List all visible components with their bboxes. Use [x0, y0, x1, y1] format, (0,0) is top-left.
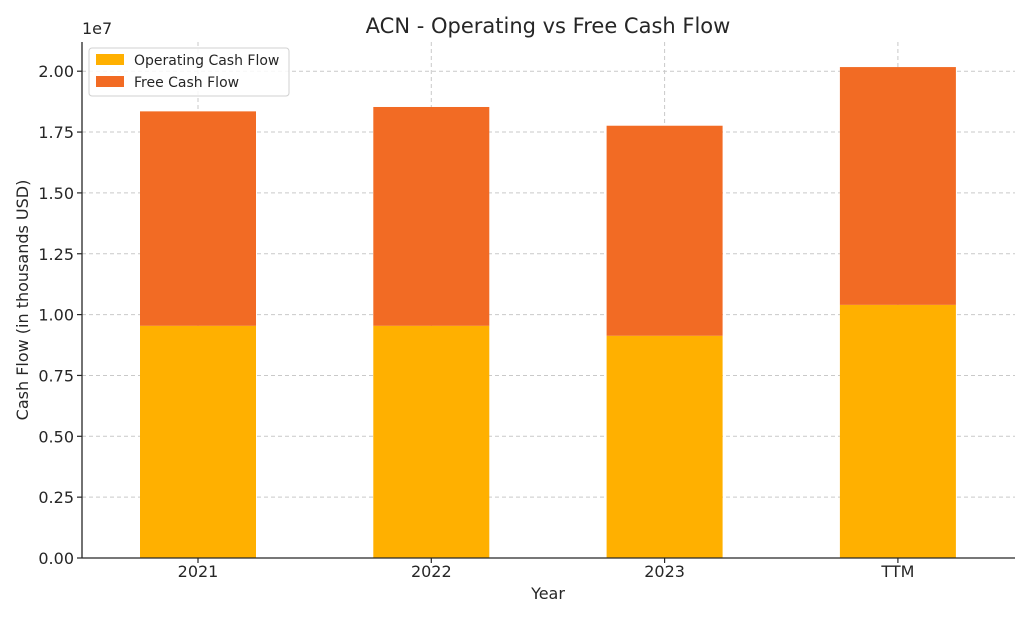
- free-cash-flow-bar: [140, 111, 256, 326]
- legend-label: Operating Cash Flow: [134, 53, 279, 69]
- operating-cash-flow-bar: [606, 335, 723, 558]
- chart-title: ACN - Operating vs Free Cash Flow: [366, 14, 731, 38]
- operating-cash-flow-bar: [373, 325, 490, 558]
- y-tick-label: 0.00: [38, 549, 74, 568]
- free-cash-flow-bar: [839, 67, 956, 305]
- y-axis-offset-label: 1e7: [82, 19, 112, 38]
- y-tick-label: 0.25: [38, 488, 74, 507]
- x-tick-label: 2021: [178, 562, 219, 581]
- x-tick-label: 2023: [644, 562, 685, 581]
- legend: Operating Cash Flow Free Cash Flow: [88, 47, 290, 97]
- x-tick-label: 2022: [411, 562, 452, 581]
- bars-layer: [140, 67, 956, 558]
- free-cash-flow-bar: [606, 125, 723, 336]
- y-tick-label: 1.50: [38, 184, 74, 203]
- legend-swatch: [96, 54, 124, 65]
- legend-swatch: [96, 76, 124, 87]
- ticks-layer: 0.00 0.25 0.50 0.75 1.00 1.25 1.50 1.75 2.00 2021…: [38, 62, 914, 581]
- y-tick-label: 0.75: [38, 366, 74, 385]
- y-tick-label: 1.75: [38, 123, 74, 142]
- y-tick-label: 0.50: [38, 427, 74, 446]
- legend-box: [88, 47, 290, 97]
- legend-label: Free Cash Flow: [134, 75, 239, 91]
- y-tick-label: 1.25: [38, 245, 74, 264]
- y-tick-label: 2.00: [38, 62, 74, 81]
- y-tick-label: 1.00: [38, 306, 74, 325]
- axes-layer: [81, 42, 1015, 559]
- operating-cash-flow-bar: [140, 325, 256, 558]
- operating-cash-flow-bar: [839, 304, 956, 558]
- x-tick-label: TTM: [880, 562, 914, 581]
- free-cash-flow-bar: [373, 106, 490, 326]
- y-axis-title: Cash Flow (in thousands USD): [13, 180, 32, 421]
- x-axis-title: Year: [530, 584, 565, 603]
